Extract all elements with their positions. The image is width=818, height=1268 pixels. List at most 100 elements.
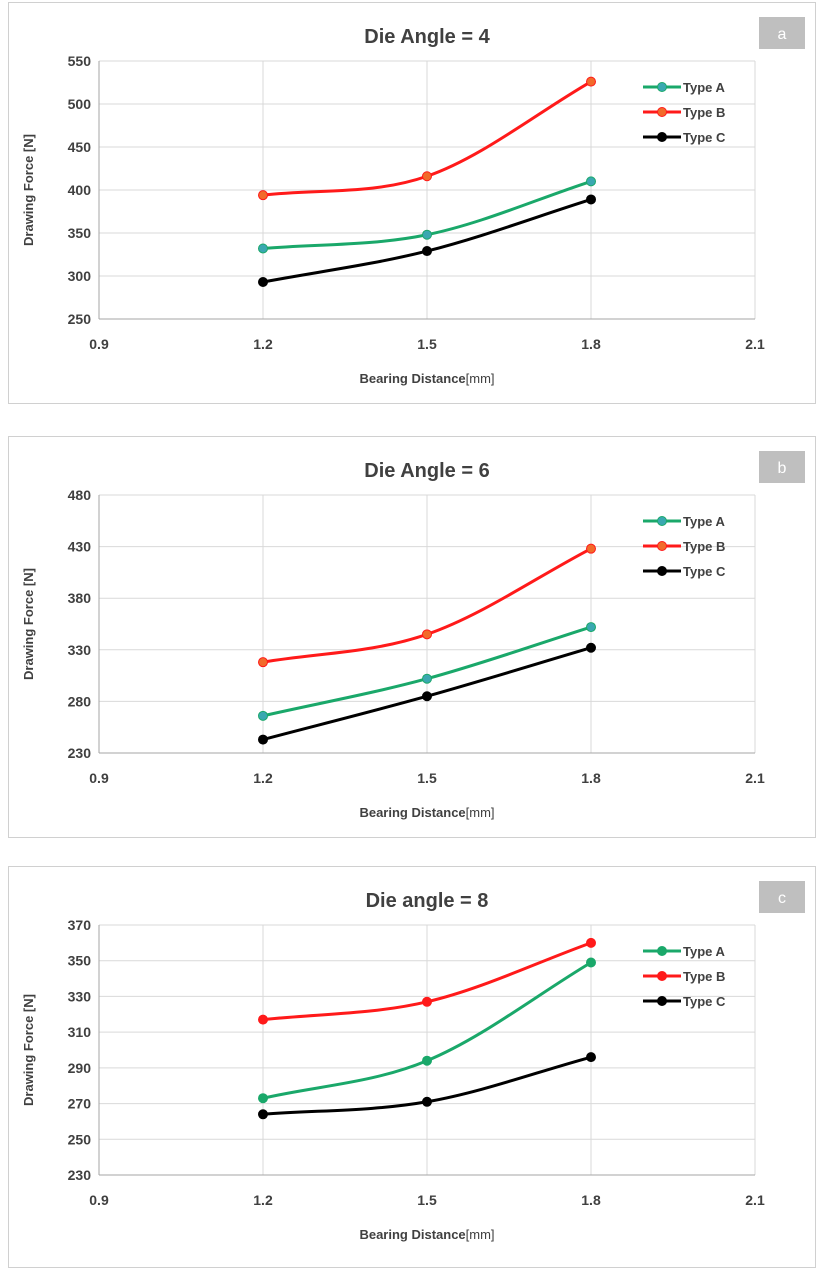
- legend-item: Type B: [643, 105, 725, 120]
- legend-item: Type C: [643, 564, 726, 579]
- x-axis-label: Bearing Distance[mm]: [359, 371, 494, 386]
- legend-item: Type A: [643, 944, 726, 959]
- panel-tag-label: c: [778, 890, 786, 907]
- x-tick-label: 1.2: [253, 1192, 273, 1208]
- data-point: [422, 691, 432, 702]
- legend-swatch-marker: [657, 107, 667, 117]
- data-point: [422, 1096, 432, 1107]
- series-type-c: [258, 642, 596, 745]
- y-tick-label: 380: [68, 590, 92, 606]
- x-tick-label: 2.1: [745, 1192, 765, 1208]
- x-axis-label: Bearing Distance[mm]: [359, 805, 494, 820]
- chart-panel-a: a Die Angle = 4 250 300 350 400 450 500 550 0.9 1.…: [8, 2, 816, 404]
- legend: Type A Type B Type C: [643, 514, 726, 579]
- legend-item: Type B: [643, 539, 725, 554]
- legend-item: Type C: [643, 994, 726, 1009]
- series-type-b: [258, 543, 596, 668]
- data-point: [586, 176, 596, 187]
- chart-c-svg: c Die angle = 8 230 250 270 290 310 330 350 370 0.…: [21, 881, 805, 1242]
- data-point: [258, 1014, 268, 1025]
- y-tick-label: 480: [68, 487, 92, 503]
- data-point: [422, 246, 432, 257]
- x-axis-label-unit: [mm]: [466, 1227, 495, 1242]
- y-tick-label: 450: [68, 139, 92, 155]
- data-point: [586, 622, 596, 633]
- legend-swatch-marker: [657, 946, 667, 956]
- data-point: [586, 937, 596, 948]
- data-point: [586, 76, 596, 87]
- data-point: [586, 1052, 596, 1063]
- y-tick-label: 310: [68, 1024, 92, 1040]
- legend-swatch-marker: [657, 82, 667, 92]
- legend-label: Type B: [683, 105, 725, 120]
- data-point: [422, 629, 432, 640]
- data-point: [258, 1093, 268, 1104]
- y-tick-label: 400: [68, 182, 92, 198]
- legend-swatch-marker: [657, 996, 667, 1006]
- x-tick-label: 1.2: [253, 336, 273, 352]
- x-axis-label: Bearing Distance[mm]: [359, 1227, 494, 1242]
- data-point: [258, 277, 268, 288]
- data-point: [422, 229, 432, 240]
- chart-title: Die Angle = 4: [364, 26, 490, 48]
- y-tick-label: 280: [68, 693, 92, 709]
- x-tick-label: 1.8: [581, 1192, 601, 1208]
- x-tick-label: 1.5: [417, 770, 437, 786]
- data-point: [586, 957, 596, 968]
- y-tick-label: 370: [68, 917, 92, 933]
- legend-item: Type A: [643, 80, 726, 95]
- legend-item: Type A: [643, 514, 726, 529]
- legend-label: Type A: [683, 80, 726, 95]
- legend: Type A Type B Type C: [643, 944, 726, 1009]
- chart-panel-b: b Die Angle = 6 230 280 330 380 430 480 0.9 1.2 1.…: [8, 436, 816, 838]
- data-point: [258, 657, 268, 668]
- chart-panel-c: c Die angle = 8 230 250 270 290 310 330 350 370 0.…: [8, 866, 816, 1268]
- legend-swatch-marker: [657, 541, 667, 551]
- y-tick-label: 350: [68, 225, 92, 241]
- y-axis-label: Drawing Force [N]: [21, 568, 36, 680]
- data-point: [258, 734, 268, 745]
- y-tick-label: 290: [68, 1060, 92, 1076]
- legend-label: Type B: [683, 539, 725, 554]
- legend-swatch-marker: [657, 566, 667, 576]
- y-tick-label: 350: [68, 953, 92, 969]
- y-tick-label: 550: [68, 53, 92, 69]
- x-tick-label: 1.8: [581, 336, 601, 352]
- y-axis-label: Drawing Force [N]: [21, 994, 36, 1106]
- series-type-b: [258, 937, 596, 1025]
- y-tick-label: 330: [68, 642, 92, 658]
- panel-tag-label: a: [778, 26, 787, 43]
- data-point: [258, 710, 268, 721]
- series-type-a: [258, 176, 596, 254]
- x-tick-label: 2.1: [745, 770, 765, 786]
- legend-item: Type B: [643, 969, 725, 984]
- x-tick-label: 0.9: [89, 770, 109, 786]
- legend-label: Type A: [683, 944, 726, 959]
- panel-tag-box: [759, 881, 805, 913]
- series-type-c: [258, 194, 596, 288]
- x-tick-label: 0.9: [89, 1192, 109, 1208]
- chart-title: Die Angle = 6: [364, 460, 489, 482]
- x-tick-label: 1.2: [253, 770, 273, 786]
- y-tick-label: 230: [68, 745, 92, 761]
- legend-label: Type A: [683, 514, 726, 529]
- y-tick-label: 250: [68, 1131, 92, 1147]
- x-axis-label-unit: [mm]: [466, 805, 495, 820]
- legend: Type A Type B Type C: [643, 80, 726, 145]
- legend-label: Type C: [683, 564, 726, 579]
- x-axis-label-main: Bearing Distance: [359, 1227, 465, 1242]
- y-tick-label: 500: [68, 96, 92, 112]
- y-tick-label: 270: [68, 1096, 92, 1112]
- chart-title: Die angle = 8: [366, 890, 489, 912]
- data-point: [422, 996, 432, 1007]
- x-axis-label-main: Bearing Distance: [359, 371, 465, 386]
- panel-tag-label: b: [778, 460, 787, 477]
- x-axis-label-main: Bearing Distance: [359, 805, 465, 820]
- y-tick-label: 250: [68, 311, 92, 327]
- legend-label: Type C: [683, 130, 726, 145]
- panel-tag-box: [759, 17, 805, 49]
- legend-swatch-marker: [657, 132, 667, 142]
- panel-tag: c: [759, 881, 805, 913]
- data-point: [258, 190, 268, 201]
- x-tick-label: 1.5: [417, 336, 437, 352]
